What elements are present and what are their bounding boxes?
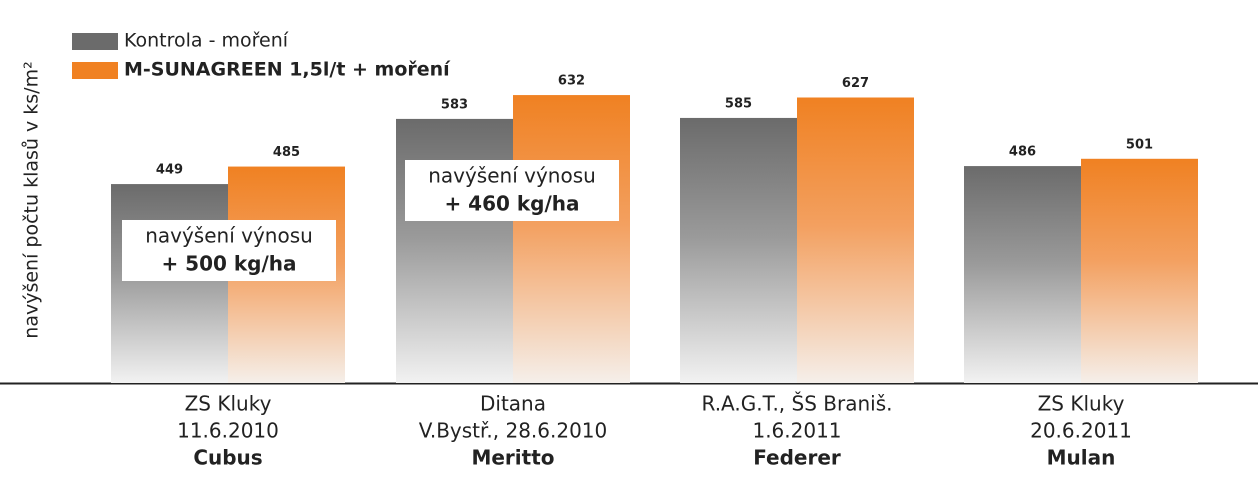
bar — [513, 95, 630, 383]
value-label: 501 — [1126, 137, 1153, 152]
x-tick-label: 11.6.2010 — [177, 419, 279, 443]
bar — [1081, 158, 1198, 383]
bar — [111, 184, 228, 383]
value-label: 585 — [725, 96, 752, 111]
x-tick-label: Cubus — [193, 446, 262, 470]
value-label: 627 — [842, 76, 869, 91]
y-axis-label: navýšení počtu klasů v ks/m² — [21, 61, 43, 338]
legend-label: M-SUNAGREEN 1,5l/t + moření — [124, 59, 451, 81]
annotation-box — [405, 160, 619, 221]
legend-label: Kontrola - moření — [124, 30, 289, 52]
x-tick-label: 1.6.2011 — [752, 419, 841, 443]
value-label: 485 — [273, 145, 300, 160]
x-tick-label: R.A.G.T., ŠS Braniš. — [702, 392, 893, 416]
annotation-text: navýšení výnosu — [145, 224, 313, 248]
annotation-text: + 500 kg/ha — [161, 252, 296, 276]
value-label: 632 — [558, 74, 585, 89]
bar — [396, 118, 513, 384]
value-label: 486 — [1009, 145, 1036, 160]
annotation-text: navýšení výnosu — [428, 164, 596, 188]
legend-swatch — [72, 33, 118, 50]
legend-swatch — [72, 62, 118, 79]
x-tick-label: ZS Kluky — [1038, 392, 1125, 416]
x-tick-label: V.Bystř., 28.6.2010 — [419, 419, 608, 443]
annotation-text: + 460 kg/ha — [444, 192, 579, 216]
x-tick-label: Federer — [753, 446, 841, 470]
x-tick-label: Ditana — [480, 392, 546, 416]
annotation-box — [122, 220, 336, 281]
x-tick-label: ZS Kluky — [185, 392, 272, 416]
bar — [964, 166, 1081, 383]
x-tick-label: Mulan — [1047, 446, 1116, 470]
value-label: 583 — [441, 97, 468, 112]
bar — [680, 117, 797, 383]
value-label: 449 — [156, 163, 183, 178]
x-tick-label: 20.6.2011 — [1030, 419, 1132, 443]
bar — [797, 97, 914, 383]
x-tick-label: Meritto — [471, 446, 554, 470]
